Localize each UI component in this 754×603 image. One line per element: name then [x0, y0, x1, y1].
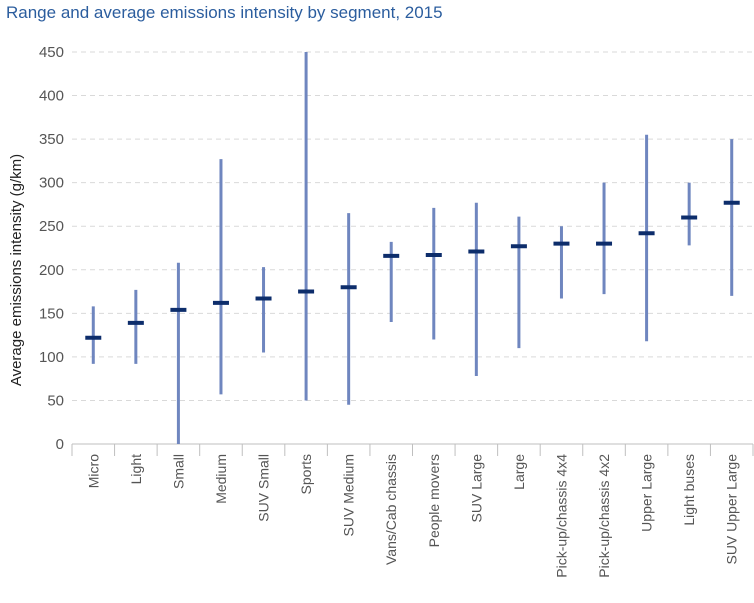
y-tick-label: 200	[39, 262, 64, 279]
y-tick-label: 400	[39, 88, 64, 105]
x-tick-label: SUV Large	[468, 454, 484, 523]
x-tick-label: Large	[511, 454, 527, 490]
y-tick-label: 450	[39, 44, 64, 61]
y-tick-label: 350	[39, 131, 64, 148]
x-tick-label: Light buses	[681, 454, 697, 526]
x-tick-label: SUV Medium	[341, 454, 357, 536]
y-tick-label: 300	[39, 175, 64, 192]
chart-title: Range and average emissions intensity by…	[6, 3, 443, 22]
x-tick-label: Medium	[213, 454, 229, 504]
x-tick-label: People movers	[426, 454, 442, 547]
x-tick-label: Upper Large	[639, 454, 655, 532]
x-tick-label: Small	[170, 454, 186, 489]
x-tick-label: Vans/Cab chassis	[383, 454, 399, 565]
y-tick-label: 100	[39, 349, 64, 366]
y-tick-label: 0	[56, 436, 64, 453]
x-tick-label: Pick-up/chassis 4x2	[596, 454, 612, 578]
x-tick-label: Micro	[85, 454, 101, 488]
x-tick-label: SUV Small	[256, 454, 272, 522]
y-tick-label: 150	[39, 305, 64, 322]
x-tick-label: Pick-up/chassis 4x4	[553, 454, 569, 578]
x-tick-label: SUV Upper Large	[724, 454, 740, 565]
y-axis-label: Average emissions intensity (g/km)	[8, 154, 25, 386]
x-tick-label: Light	[128, 454, 144, 484]
y-tick-label: 50	[47, 392, 64, 409]
x-tick-label: Sports	[298, 454, 314, 494]
y-tick-label: 250	[39, 218, 64, 235]
